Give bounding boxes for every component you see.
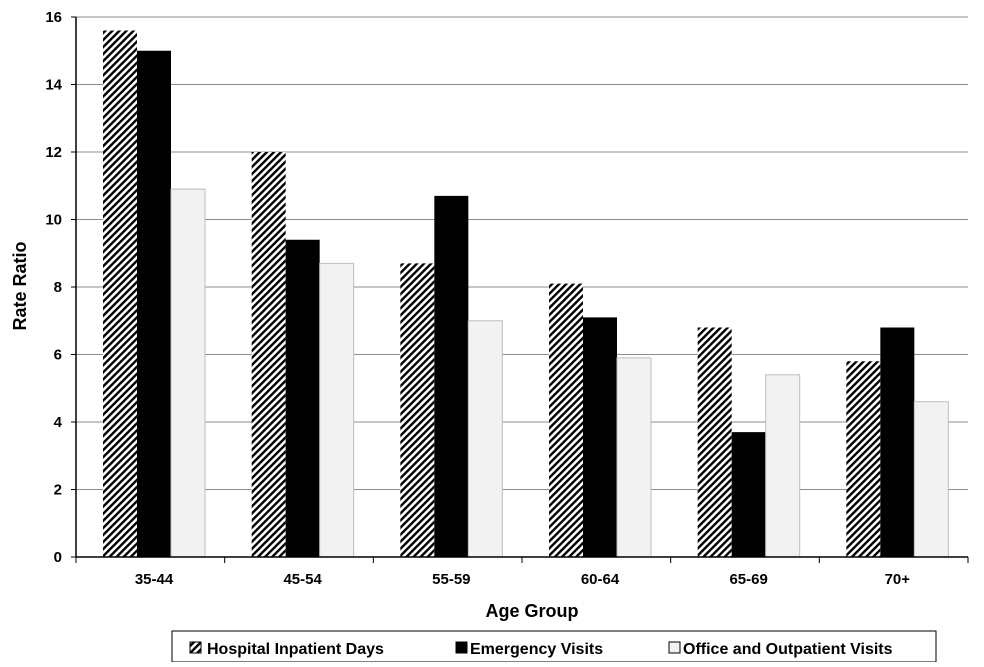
gridlines	[76, 16, 968, 490]
y-tick-label-6: 6	[54, 347, 62, 364]
y-tick-label-10: 10	[45, 212, 62, 229]
y-tick-label-12: 12	[45, 144, 62, 161]
bar-office-and-outpatient-visits-35-44	[170, 188, 206, 558]
bar-office-and-outpatient-visits-60-64	[616, 357, 652, 558]
legend-label-emergency-visits: Emergency Visits	[470, 641, 603, 658]
bar-hospital-inpatient-days-55-59	[400, 263, 435, 557]
bar-hospital-inpatient-days-60-64	[549, 283, 583, 557]
bar-office-and-outpatient-visits-45-54	[319, 262, 355, 558]
tick-labels: 0 2 4 6 8 10 12 14 16 35-44 45-54 55-59 60-64 65-69 70…	[45, 9, 910, 588]
y-tick-label-16: 16	[45, 9, 62, 26]
x-tick-label-55-59: 55-59	[432, 571, 470, 588]
x-tick-label-70plus: 70+	[885, 571, 911, 588]
bar-office-and-outpatient-visits-65-69	[765, 374, 801, 558]
bar-emergency-visits-45-54	[285, 239, 320, 557]
bar-hospital-inpatient-days-35-44	[103, 30, 137, 557]
bar-office-and-outpatient-visits-55-59	[467, 320, 503, 558]
legend-swatch-office-and-outpatient-visits	[668, 641, 681, 654]
bars	[103, 30, 949, 558]
y-axis-title: Rate Ratio	[10, 241, 30, 330]
bar-emergency-visits-55-59	[434, 195, 469, 557]
y-tick-label-2: 2	[54, 482, 62, 499]
x-axis-title: Age Group	[486, 601, 579, 621]
bar-hospital-inpatient-days-70plus	[846, 361, 881, 557]
legend-swatch-emergency-visits	[455, 641, 468, 654]
legend-frame	[171, 630, 937, 663]
bar-office-and-outpatient-visits-70plus	[913, 401, 949, 558]
bar-emergency-visits-65-69	[731, 432, 766, 557]
x-tick-label-45-54: 45-54	[283, 571, 322, 588]
y-tick-label-4: 4	[54, 414, 63, 431]
y-tick-label-0: 0	[54, 549, 62, 566]
legend-swatch-hospital-inpatient-days	[189, 641, 202, 654]
bar-emergency-visits-35-44	[137, 50, 171, 557]
legend-label-office-and-outpatient-visits: Office and Outpatient Visits	[683, 641, 893, 658]
legend-label-hospital-inpatient-days: Hospital Inpatient Days	[207, 641, 384, 658]
x-tick-label-60-64: 60-64	[581, 571, 620, 588]
bar-emergency-visits-70plus	[880, 327, 915, 557]
bar-hospital-inpatient-days-45-54	[251, 152, 286, 557]
x-tick-label-65-69: 65-69	[729, 571, 767, 588]
legend: Hospital Inpatient Days Emergency Visits…	[171, 630, 937, 663]
y-tick-label-14: 14	[45, 77, 62, 94]
axes	[71, 16, 969, 563]
bar-hospital-inpatient-days-65-69	[697, 327, 732, 557]
y-tick-label-8: 8	[54, 279, 62, 296]
bar-emergency-visits-60-64	[583, 317, 617, 557]
x-tick-label-35-44: 35-44	[135, 571, 174, 588]
